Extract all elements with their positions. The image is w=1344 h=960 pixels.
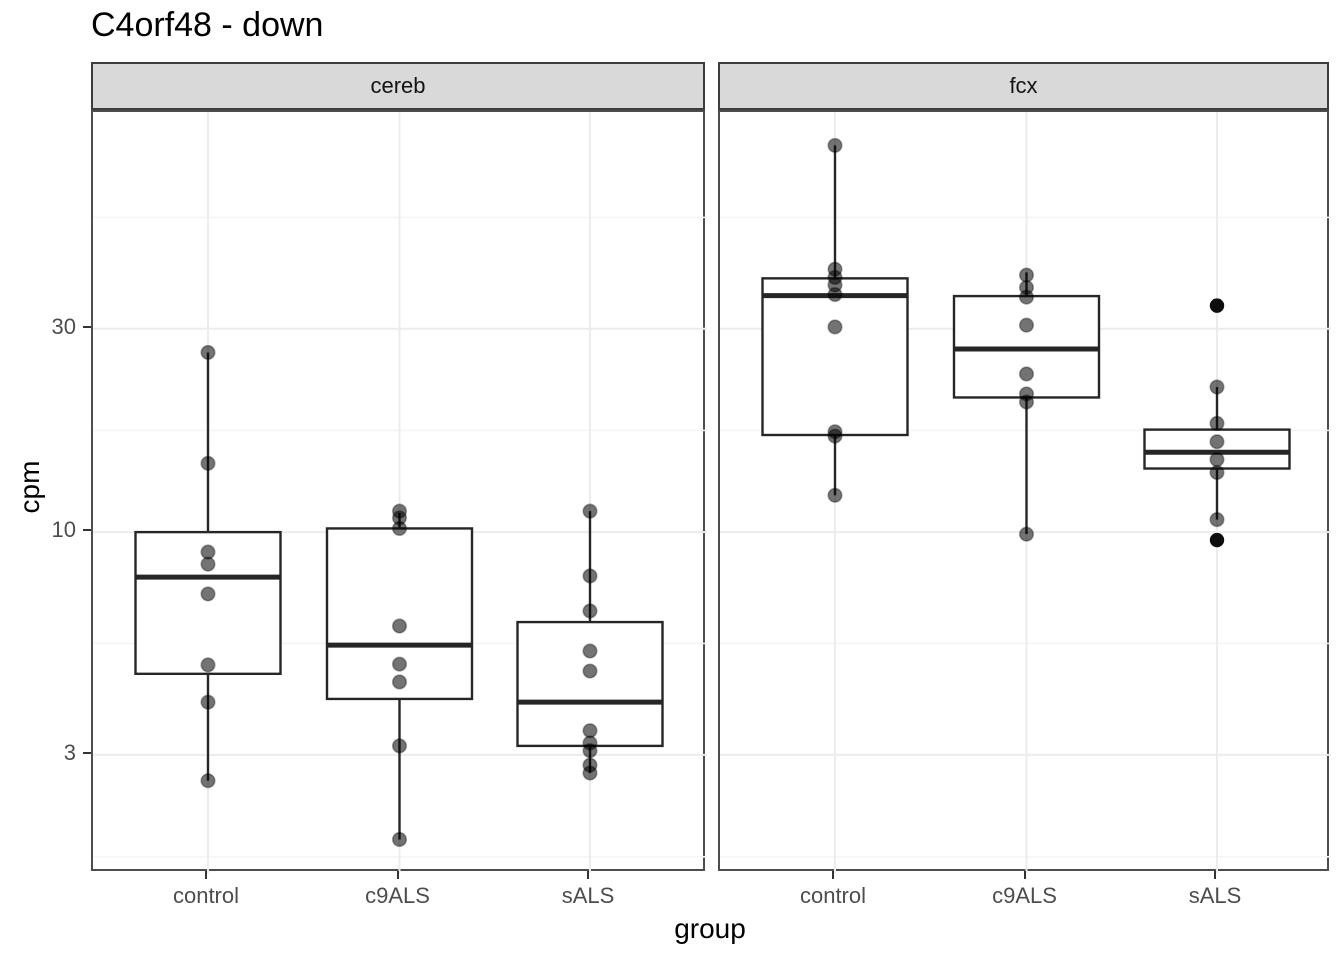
data-point [200, 344, 216, 361]
data-point [582, 765, 598, 781]
data-point [391, 618, 408, 634]
facet-strip-label: cereb [370, 73, 426, 98]
y-tick-mark [83, 751, 91, 754]
x-axis-title: group [674, 913, 746, 944]
data-point [1209, 464, 1225, 481]
data-point [1209, 379, 1225, 395]
boxplot-box [325, 527, 474, 701]
panel-canvas-fcx [720, 112, 1331, 873]
data-point [827, 286, 843, 303]
boxplot-box [761, 277, 909, 437]
data-point [827, 137, 843, 154]
y-tick-mark [83, 529, 91, 532]
data-point [582, 743, 598, 759]
y-tick-label: 10 [51, 517, 76, 543]
x-tick-mark [587, 871, 589, 879]
data-point [1209, 451, 1225, 468]
facet-strip-fcx: fcx [718, 62, 1329, 110]
x-tick-mark [396, 871, 399, 879]
data-point [1018, 267, 1035, 283]
outlier-point [1209, 532, 1225, 548]
x-tick-mark [1214, 871, 1216, 879]
x-tick-label: sALS [1188, 883, 1242, 908]
data-point [582, 568, 598, 584]
data-point [582, 603, 598, 619]
plot-title: C4orf48 - down [91, 6, 324, 44]
data-point [200, 694, 216, 710]
data-point [391, 656, 408, 672]
data-point [1018, 289, 1035, 305]
data-point [200, 773, 216, 789]
data-point [391, 738, 408, 754]
x-tick-label: control [172, 883, 240, 908]
data-point [827, 319, 843, 335]
data-point [1018, 366, 1035, 382]
data-point [827, 428, 843, 444]
plot-panel-fcx [718, 110, 1331, 873]
data-point [200, 657, 216, 673]
x-tick-label: c9ALS [992, 883, 1057, 908]
x-tick-label: sALS [561, 883, 615, 908]
y-tick-mark [83, 325, 91, 328]
plot-panel-cereb [91, 110, 707, 873]
data-point [391, 831, 408, 848]
data-point [827, 487, 843, 503]
y-tick-label: 3 [63, 739, 76, 765]
data-point [1209, 434, 1225, 450]
data-point [1018, 394, 1035, 410]
data-point [391, 674, 408, 690]
y-tick-label: 30 [51, 313, 76, 339]
data-point [582, 663, 598, 679]
data-point [200, 556, 216, 572]
x-tick-mark [1023, 871, 1026, 879]
data-point [1209, 415, 1225, 431]
x-tick-mark [205, 871, 207, 879]
x-tick-mark [832, 871, 834, 879]
data-point [391, 520, 408, 537]
data-point [200, 586, 216, 602]
facet-strip-label: fcx [1009, 73, 1038, 98]
data-point [582, 643, 598, 659]
data-point [1018, 526, 1035, 542]
data-point [200, 455, 216, 471]
data-point [1018, 317, 1035, 333]
x-tick-label: c9ALS [365, 883, 430, 908]
y-axis-title: cpm [14, 460, 45, 514]
outlier-point [1209, 298, 1225, 313]
data-point [1209, 511, 1225, 528]
data-point [582, 503, 598, 519]
facet-strip-cereb: cereb [91, 62, 705, 110]
x-tick-label: control [799, 883, 867, 908]
panel-canvas-cereb [93, 112, 707, 873]
